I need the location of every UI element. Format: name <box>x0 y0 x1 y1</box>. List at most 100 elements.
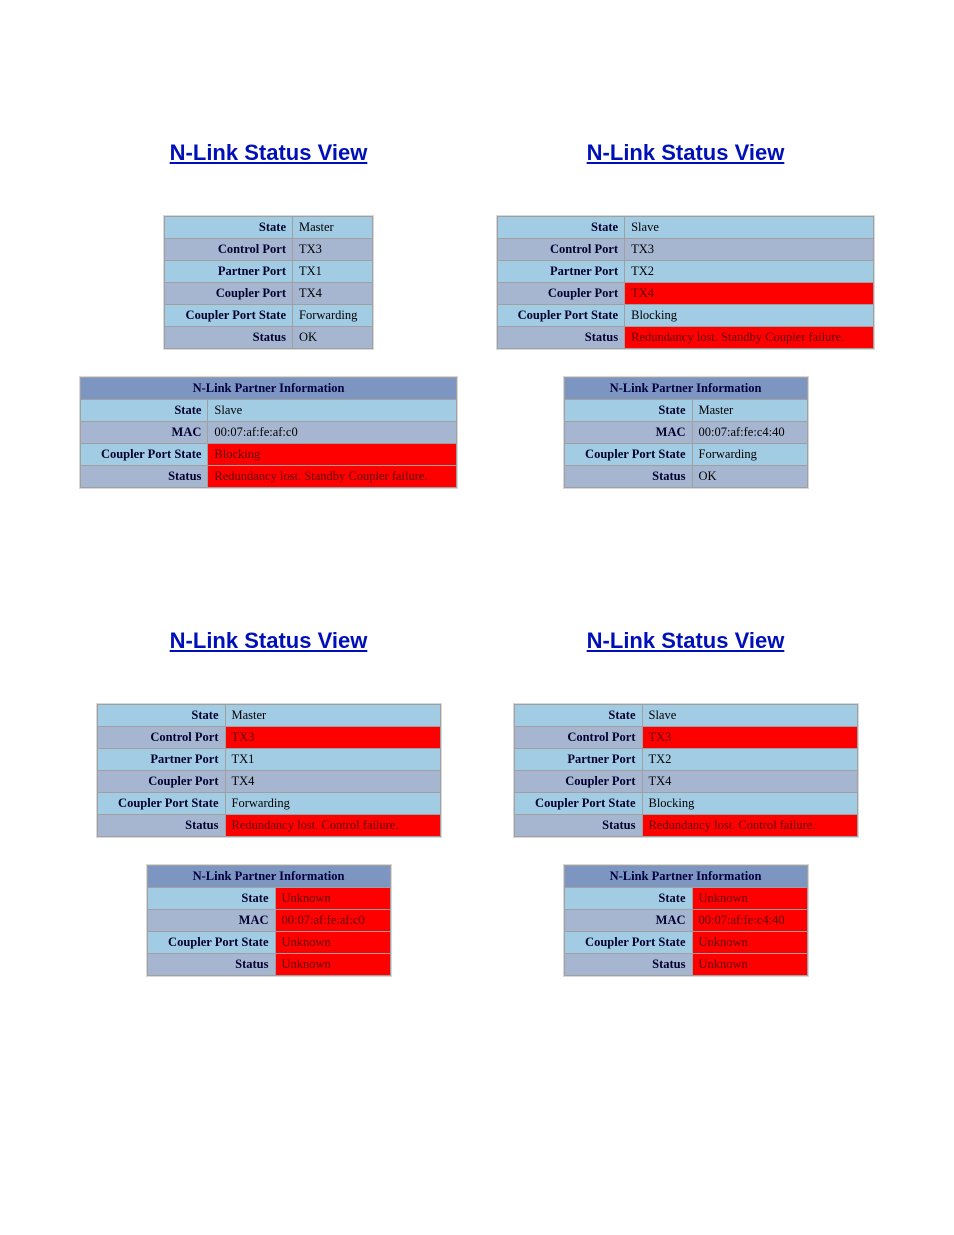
status-row-label: State <box>514 705 642 727</box>
partner-row: Coupler Port StateUnknown <box>564 932 807 954</box>
partner-block: N-Link Partner InformationStateMasterMAC… <box>564 377 808 488</box>
partner-block: N-Link Partner InformationStateUnknownMA… <box>147 865 391 976</box>
partner-row: MAC00:07:af:fe:af:c0 <box>147 910 390 932</box>
status-row-label: Partner Port <box>97 749 225 771</box>
status-table: StateSlaveControl PortTX3Partner PortTX2… <box>497 216 874 349</box>
partner-row: StateUnknown <box>564 888 807 910</box>
partner-table: N-Link Partner InformationStateUnknownMA… <box>147 865 391 976</box>
partner-row: StateSlave <box>81 400 457 422</box>
partner-row-value: OK <box>692 466 807 488</box>
partner-header-row: N-Link Partner Information <box>147 866 390 888</box>
status-row: StatusRedundancy lost. Control failure. <box>97 815 440 837</box>
status-row: Coupler PortTX4 <box>514 771 857 793</box>
status-row-label: State <box>165 217 293 239</box>
status-row-value: Redundancy lost. Standby Coupler failure… <box>625 327 874 349</box>
status-row-value: Forwarding <box>293 305 373 327</box>
partner-row: Coupler Port StateBlocking <box>81 444 457 466</box>
status-panel: N-Link Status View StateMasterControl Por… <box>80 140 457 488</box>
status-table: StateMasterControl PortTX3Partner PortTX… <box>97 704 441 837</box>
status-row-value: Slave <box>642 705 857 727</box>
partner-row: MAC00:07:af:fe:af:c0 <box>81 422 457 444</box>
page-root: N-Link Status ViewStateMasterControl Por… <box>0 0 954 1076</box>
status-row-label: Partner Port <box>514 749 642 771</box>
partner-row-value: Unknown <box>692 954 807 976</box>
partner-row-label: Coupler Port State <box>81 444 208 466</box>
partner-row: StateUnknown <box>147 888 390 910</box>
partner-header: N-Link Partner Information <box>147 866 390 888</box>
status-row: Coupler Port StateBlocking <box>514 793 857 815</box>
status-row: Partner PortTX1 <box>97 749 440 771</box>
status-row: Control PortTX3 <box>97 727 440 749</box>
partner-table: N-Link Partner InformationStateMasterMAC… <box>564 377 808 488</box>
partner-row-value: Unknown <box>275 954 390 976</box>
partner-row-value: Redundancy lost. Standby Coupler failure… <box>208 466 457 488</box>
status-row: Partner PortTX2 <box>498 261 874 283</box>
partner-row-value: 00:07:af:fe:c4:40 <box>692 910 807 932</box>
status-row-value: TX4 <box>293 283 373 305</box>
status-row: Partner PortTX1 <box>165 261 373 283</box>
partner-block: N-Link Partner InformationStateUnknownMA… <box>564 865 808 976</box>
status-row: Coupler PortTX4 <box>165 283 373 305</box>
status-row-label: Coupler Port <box>97 771 225 793</box>
partner-table: N-Link Partner InformationStateUnknownMA… <box>564 865 808 976</box>
partner-row-value: Unknown <box>692 932 807 954</box>
status-row-value: TX4 <box>642 771 857 793</box>
partner-row-label: Coupler Port State <box>147 932 275 954</box>
status-row-label: Coupler Port State <box>97 793 225 815</box>
partner-row-value: Forwarding <box>692 444 807 466</box>
status-row: Coupler PortTX4 <box>498 283 874 305</box>
status-row-label: State <box>498 217 625 239</box>
partner-row-value: Unknown <box>275 932 390 954</box>
partner-row-label: MAC <box>147 910 275 932</box>
panel-title: N-Link Status View <box>170 140 368 166</box>
partner-row-label: State <box>147 888 275 910</box>
panel-grid: N-Link Status ViewStateMasterControl Por… <box>80 140 874 976</box>
partner-row: StatusUnknown <box>564 954 807 976</box>
partner-row-label: Status <box>564 466 692 488</box>
status-row-value: Redundancy lost. Control failure. <box>642 815 857 837</box>
status-panel: N-Link Status View StateMasterControl Por… <box>80 628 457 976</box>
partner-row-label: MAC <box>564 422 692 444</box>
status-row: StateMaster <box>97 705 440 727</box>
status-row-value: TX2 <box>642 749 857 771</box>
partner-row-label: Status <box>147 954 275 976</box>
status-row-label: Status <box>498 327 625 349</box>
partner-row-label: Status <box>564 954 692 976</box>
partner-header-row: N-Link Partner Information <box>81 378 457 400</box>
partner-row-label: Coupler Port State <box>564 932 692 954</box>
status-row-label: Status <box>165 327 293 349</box>
status-row: StateMaster <box>165 217 373 239</box>
status-panel: N-Link Status ViewStateSlaveControl Port… <box>497 140 874 488</box>
status-row-value: TX4 <box>225 771 440 793</box>
status-row: StateSlave <box>498 217 874 239</box>
status-row-value: TX1 <box>225 749 440 771</box>
status-row: Control PortTX3 <box>498 239 874 261</box>
partner-header: N-Link Partner Information <box>564 866 807 888</box>
partner-row-value: Unknown <box>275 888 390 910</box>
status-row-value: Blocking <box>642 793 857 815</box>
partner-row: StatusOK <box>564 466 807 488</box>
status-table: StateSlaveControl PortTX3Partner PortTX2… <box>514 704 858 837</box>
status-row: StateSlave <box>514 705 857 727</box>
status-row-value: TX2 <box>625 261 874 283</box>
partner-row-value: Unknown <box>692 888 807 910</box>
status-row: Coupler PortTX4 <box>97 771 440 793</box>
panel-title: N-Link Status View <box>170 628 368 654</box>
status-row-label: Control Port <box>514 727 642 749</box>
status-row: Coupler Port StateForwarding <box>165 305 373 327</box>
status-row-label: Partner Port <box>498 261 625 283</box>
status-row-value: Forwarding <box>225 793 440 815</box>
status-row: Control PortTX3 <box>165 239 373 261</box>
status-row-label: Coupler Port State <box>498 305 625 327</box>
partner-header: N-Link Partner Information <box>81 378 457 400</box>
partner-row: MAC00:07:af:fe:c4:40 <box>564 910 807 932</box>
status-row: Control PortTX3 <box>514 727 857 749</box>
partner-header: N-Link Partner Information <box>564 378 807 400</box>
partner-row-value: Blocking <box>208 444 457 466</box>
partner-row-label: State <box>564 400 692 422</box>
status-row-value: TX1 <box>293 261 373 283</box>
partner-row-value: Slave <box>208 400 457 422</box>
partner-row: StatusRedundancy lost. Standby Coupler f… <box>81 466 457 488</box>
partner-row-label: MAC <box>564 910 692 932</box>
status-row-value: Redundancy lost. Control failure. <box>225 815 440 837</box>
